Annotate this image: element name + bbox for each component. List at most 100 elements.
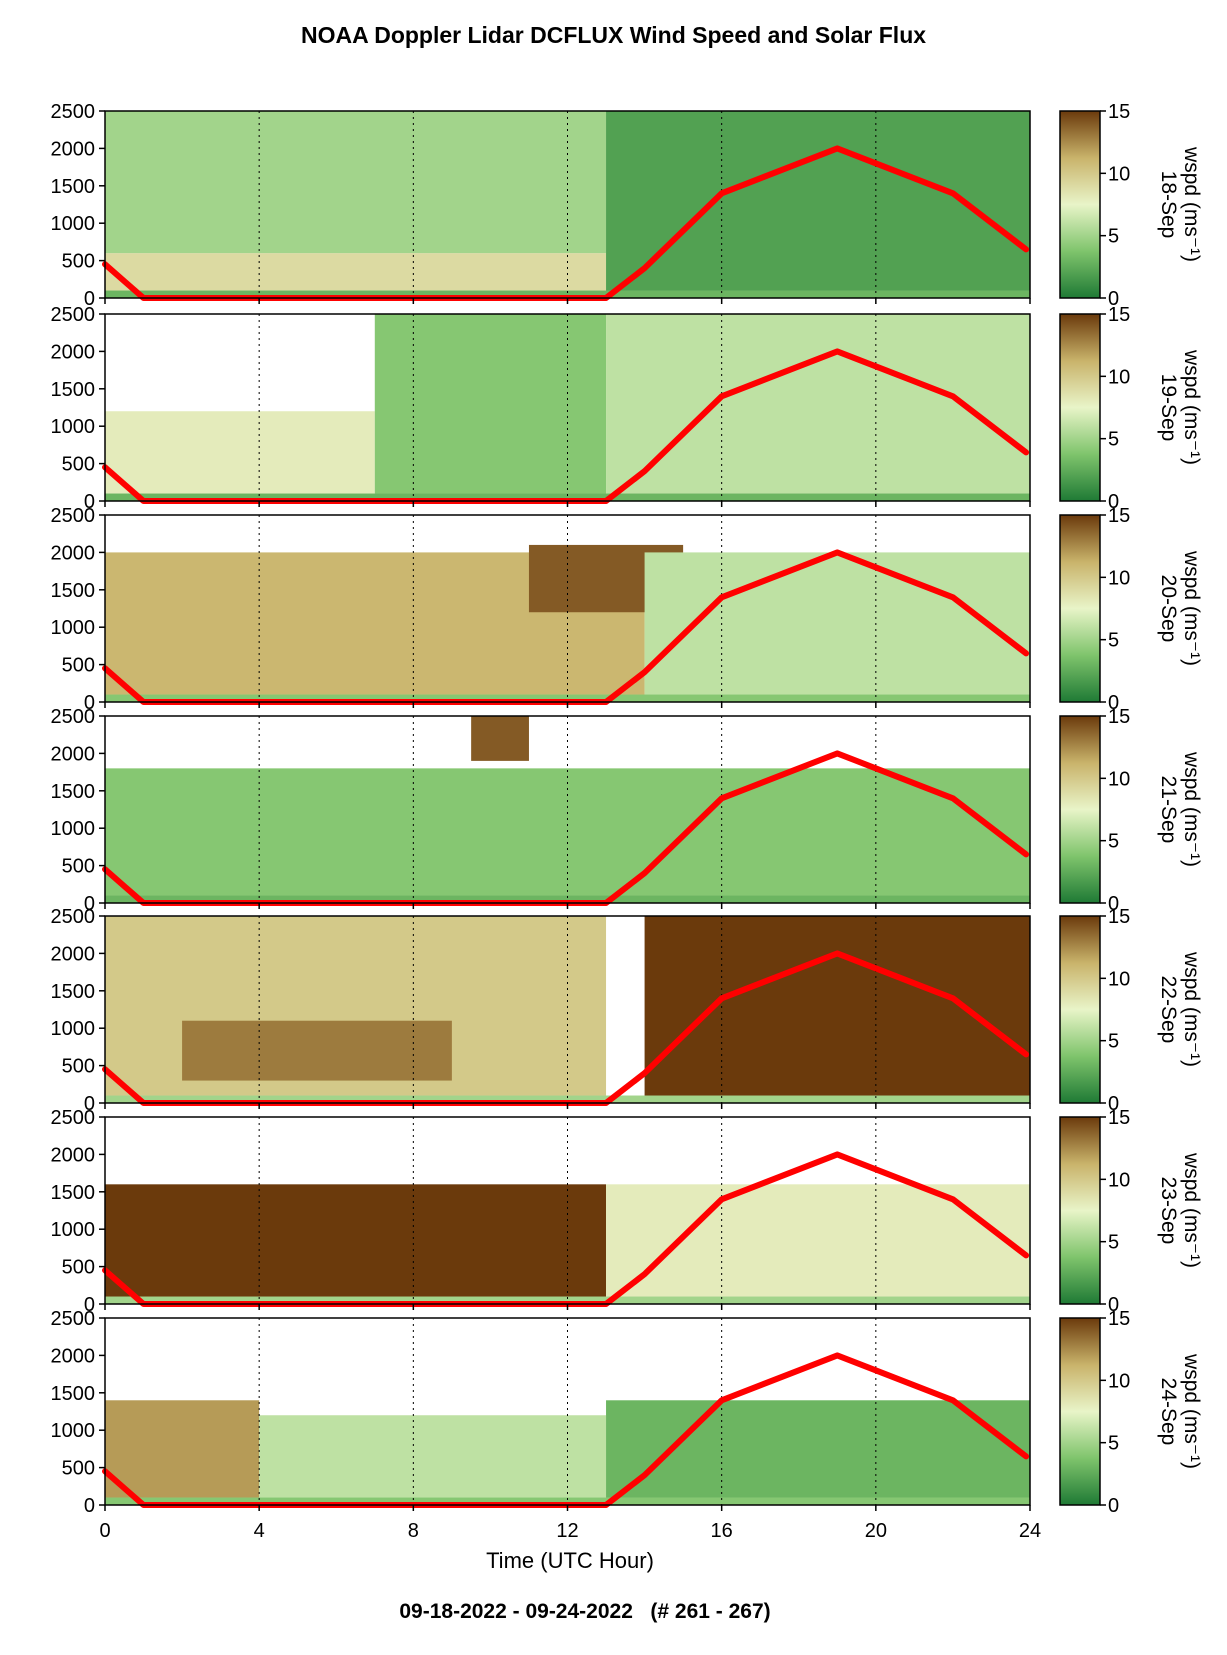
xtick-label-1: 4 (254, 1520, 265, 1542)
panel-3-cbtick-label-1: 5 (1108, 831, 1119, 853)
panel-0-ytick-label-3: 1500 (51, 176, 96, 198)
panel-2-ytick-label-0: 0 (84, 692, 95, 714)
panel-6-cbtick-label-3: 15 (1108, 1308, 1130, 1330)
panel-1-cbtick-label-0: 0 (1108, 491, 1119, 513)
panel-5-wind-band-2 (606, 1184, 1030, 1297)
panel-5-ytick-label-0: 0 (84, 1294, 95, 1316)
panel-0-cbtick-label-2: 10 (1108, 163, 1130, 185)
panel-3-ytick-label-0: 0 (84, 893, 95, 915)
panel-4-ytick-label-4: 2000 (51, 943, 96, 965)
panel-4-ytick-label-3: 1500 (51, 981, 96, 1003)
panel-5-wind-band-0 (105, 1296, 1030, 1304)
panel-0-colorbar (1059, 110, 1101, 299)
panel-0-ytick-label-2: 1000 (51, 213, 96, 235)
panel-4-ytick-label-0: 0 (84, 1093, 95, 1115)
panel-0-ytick-label-0: 0 (84, 288, 95, 310)
panel-3-date-label: 21-Sep (1157, 776, 1180, 844)
panel-3-ytick-label-1: 500 (62, 856, 95, 878)
panel-1-colorbar (1059, 313, 1101, 502)
panel-5-colorbar (1059, 1116, 1101, 1305)
xtick-label-5: 20 (865, 1520, 887, 1542)
panel-5-cbtick-label-1: 5 (1108, 1232, 1119, 1254)
panel-6-ytick-label-2: 1000 (51, 1420, 96, 1442)
panel-3-wind-band-0 (105, 895, 1030, 903)
panel-3-colorbar-label: wspd (ms⁻¹) (1180, 751, 1203, 867)
panel-3-wind-band-2 (471, 716, 529, 761)
panel-4-ytick-label-2: 1000 (51, 1018, 96, 1040)
panel-0-colorbar-label: wspd (ms⁻¹) (1180, 146, 1203, 262)
panel-2-ytick-label-1: 500 (62, 655, 95, 677)
panel-0-cbtick-label-0: 0 (1108, 288, 1119, 310)
panel-3-cbtick-label-3: 15 (1108, 706, 1130, 728)
panel-4-cbtick-label-1: 5 (1108, 1031, 1119, 1053)
panel-2-colorbar (1059, 514, 1101, 703)
panel-1-wind-band-0 (105, 493, 1030, 501)
panel-0-cbtick-label-3: 15 (1108, 101, 1130, 123)
panel-6-colorbar (1059, 1317, 1101, 1506)
panel-3-cbtick-label-0: 0 (1108, 893, 1119, 915)
panel-2-cbtick-label-3: 15 (1108, 505, 1130, 527)
panel-4-cbtick-label-3: 15 (1108, 906, 1130, 928)
xtick-label-0: 0 (99, 1520, 110, 1542)
panel-1-colorbar-label: wspd (ms⁻¹) (1180, 349, 1203, 465)
panel-2-cbtick-label-0: 0 (1108, 692, 1119, 714)
panel-4-wind-band-3 (644, 916, 1030, 1096)
panel-0-ytick-label-1: 500 (62, 251, 95, 273)
panel-3-cbtick-label-2: 10 (1108, 768, 1130, 790)
panel-1-ytick-label-1: 500 (62, 454, 95, 476)
panel-4-ytick-label-5: 2500 (51, 906, 96, 928)
panel-5-colorbar-label: wspd (ms⁻¹) (1180, 1152, 1203, 1268)
panel-6-wind-band-2 (259, 1415, 607, 1498)
panel-3-colorbar (1059, 715, 1101, 904)
panel-6-cbtick-label-1: 5 (1108, 1433, 1119, 1455)
panel-2-colorbar-label: wspd (ms⁻¹) (1180, 550, 1203, 666)
panel-3-ytick-label-4: 2000 (51, 743, 96, 765)
panel-1-ytick-label-0: 0 (84, 491, 95, 513)
panel-6-ytick-label-5: 2500 (51, 1308, 96, 1330)
panel-3-ytick-label-2: 1000 (51, 818, 96, 840)
panel-5-ytick-label-2: 1000 (51, 1219, 96, 1241)
panel-2-date-label: 20-Sep (1157, 575, 1180, 643)
xtick-label-3: 12 (556, 1520, 578, 1542)
panel-1-wind-band-1 (105, 411, 375, 494)
panel-5-ytick-label-5: 2500 (51, 1107, 96, 1129)
panel-1-cbtick-label-2: 10 (1108, 366, 1130, 388)
panel-1-cbtick-label-3: 15 (1108, 304, 1130, 326)
panel-0-cbtick-label-1: 5 (1108, 226, 1119, 248)
panel-6-ytick-label-3: 1500 (51, 1383, 96, 1405)
panel-1-ytick-label-3: 1500 (51, 379, 96, 401)
panel-0-wind-band-1 (105, 253, 607, 291)
panel-2-ytick-label-4: 2000 (51, 542, 96, 564)
panel-1-ytick-label-2: 1000 (51, 416, 96, 438)
panel-2-ytick-label-3: 1500 (51, 580, 96, 602)
panel-1-cbtick-label-1: 5 (1108, 429, 1119, 451)
panel-3-ytick-label-5: 2500 (51, 706, 96, 728)
panel-4-colorbar-label: wspd (ms⁻¹) (1180, 951, 1203, 1067)
panel-5-cbtick-label-0: 0 (1108, 1294, 1119, 1316)
panel-2-ytick-label-2: 1000 (51, 617, 96, 639)
xtick-label-6: 24 (1019, 1520, 1041, 1542)
panel-5-cbtick-label-3: 15 (1108, 1107, 1130, 1129)
panel-2-cbtick-label-2: 10 (1108, 567, 1130, 589)
panel-1-ytick-label-4: 2000 (51, 341, 96, 363)
date-range-footer: 09-18-2022 - 09-24-2022 (# 261 - 267) (399, 1600, 771, 1623)
panel-5-date-label: 23-Sep (1157, 1177, 1180, 1245)
panel-4-cbtick-label-0: 0 (1108, 1093, 1119, 1115)
panel-0-ytick-label-5: 2500 (51, 101, 96, 123)
panel-6-ytick-label-4: 2000 (51, 1345, 96, 1367)
panel-6-cbtick-label-0: 0 (1108, 1495, 1119, 1517)
xtick-label-2: 8 (408, 1520, 419, 1542)
panel-6-cbtick-label-2: 10 (1108, 1370, 1130, 1392)
panel-4-cbtick-label-2: 10 (1108, 968, 1130, 990)
panel-2-wind-band-3 (644, 552, 1030, 695)
x-axis-label: Time (UTC Hour) (486, 1548, 654, 1573)
panel-2-ytick-label-5: 2500 (51, 505, 96, 527)
panel-6-ytick-label-1: 500 (62, 1458, 95, 1480)
panel-5-wind-band-1 (105, 1184, 607, 1297)
panel-4-wind-band-2 (182, 1020, 452, 1081)
panel-5-ytick-label-3: 1500 (51, 1182, 96, 1204)
chart-title: NOAA Doppler Lidar DCFLUX Wind Speed and… (300, 22, 927, 48)
panel-4-wind-band-0 (105, 1095, 1030, 1103)
panel-0-ytick-label-4: 2000 (51, 138, 96, 160)
panel-6-ytick-label-0: 0 (84, 1495, 95, 1517)
